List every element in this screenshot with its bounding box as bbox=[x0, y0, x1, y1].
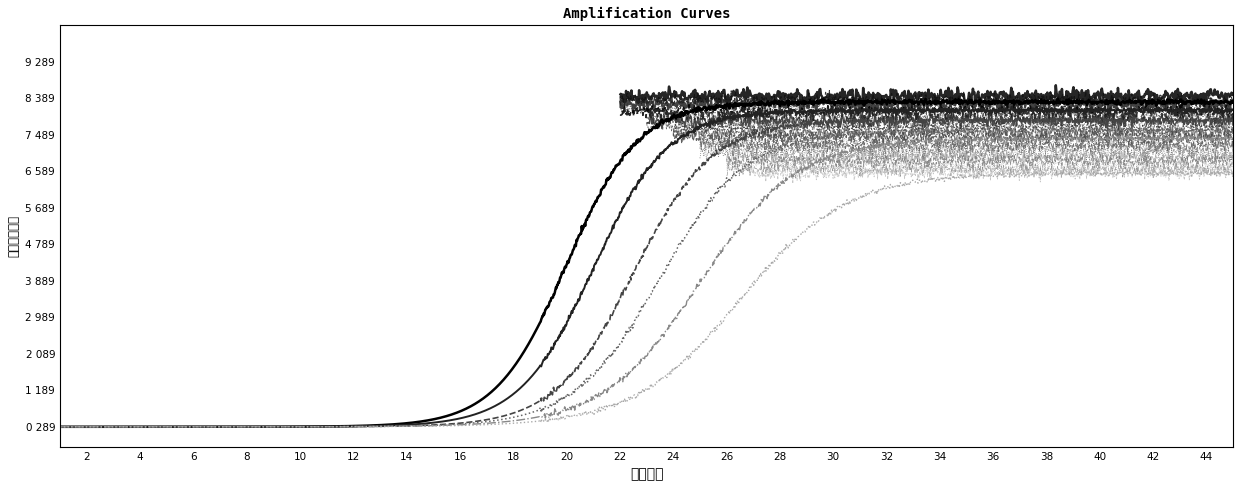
Title: Amplification Curves: Amplification Curves bbox=[563, 7, 730, 21]
X-axis label: 循环数，: 循环数， bbox=[630, 467, 663, 481]
Y-axis label: 阈值荷光强度: 阈值荷光强度 bbox=[7, 215, 20, 257]
